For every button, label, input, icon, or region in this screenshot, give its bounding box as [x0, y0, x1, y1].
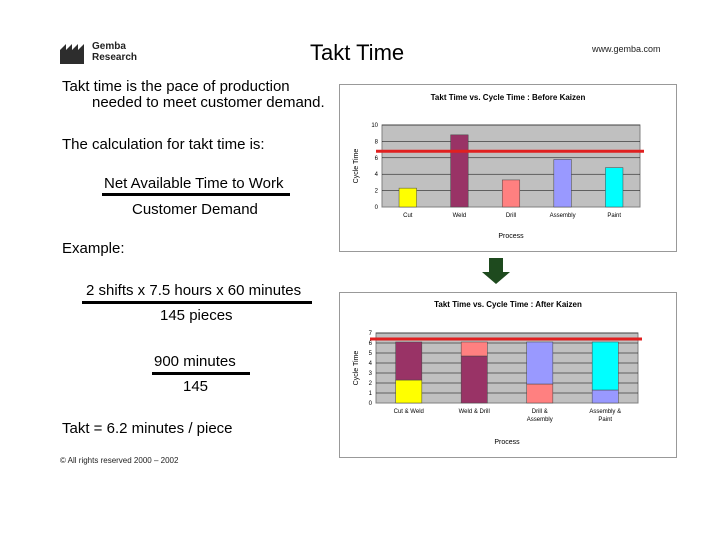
- bar-segment: [460, 341, 488, 357]
- x-tick-label: Assembly & Paint: [589, 409, 621, 423]
- y-tick-label: 3: [369, 371, 373, 377]
- chart-after-kaizen: Takt Time vs. Cycle Time : After Kaizen 0…: [339, 292, 677, 458]
- copyright: © All rights reserved 2000 – 2002: [60, 456, 179, 465]
- bar: [501, 179, 521, 208]
- x-tick-label: Weld: [453, 213, 467, 219]
- bar: [553, 159, 572, 208]
- website-url[interactable]: www.gemba.com: [592, 44, 661, 54]
- y-tick-label: 0: [375, 205, 379, 211]
- logo-line1: Gemba: [92, 41, 126, 52]
- y-tick-label: 10: [371, 123, 378, 129]
- bar-segment: [591, 389, 619, 404]
- y-tick-label: 0: [369, 401, 373, 407]
- x-tick-label: Cut: [403, 213, 413, 219]
- definition-line1: Takt time is the pace of production: [62, 78, 290, 95]
- y-tick-label: 8: [375, 139, 379, 145]
- bar-segment: [591, 341, 619, 391]
- x-axis-label: Process: [498, 233, 524, 240]
- bar: [398, 187, 417, 208]
- x-tick-label: Paint: [607, 213, 621, 219]
- x-tick-label: Drill & Assembly: [527, 409, 553, 423]
- page-title: Takt Time: [310, 40, 405, 65]
- formula-denominator: Customer Demand: [132, 201, 258, 218]
- takt-result: Takt = 6.2 minutes / piece: [62, 420, 233, 437]
- y-axis-label: Cycle Time: [353, 149, 360, 184]
- bar: [450, 134, 469, 208]
- bar-segment: [395, 379, 423, 404]
- x-tick-label: Weld & Drill: [459, 409, 490, 415]
- simplified-denominator: 145: [183, 378, 209, 395]
- example-numerator: 2 shifts x 7.5 hours x 60 minutes: [86, 282, 302, 299]
- y-tick-label: 4: [369, 361, 373, 367]
- example-divider: [82, 301, 312, 304]
- example-label: Example:: [62, 240, 125, 257]
- y-tick-label: 6: [375, 156, 379, 162]
- y-tick-label: 6: [369, 341, 373, 347]
- bar-segment: [526, 341, 554, 385]
- bar-segment: [395, 341, 423, 381]
- chart-after-svg: Takt Time vs. Cycle Time : After Kaizen 0…: [353, 300, 642, 446]
- calc-intro: The calculation for takt time is:: [62, 136, 265, 153]
- simplified-numerator: 900 minutes: [154, 353, 236, 370]
- y-tick-label: 2: [375, 189, 379, 195]
- chart-before-kaizen: Takt Time vs. Cycle Time : Before Kaizen…: [339, 84, 677, 252]
- example-denominator: 145 pieces: [160, 307, 233, 324]
- factory-icon: [60, 44, 84, 64]
- x-tick-label: Cut & Weld: [394, 409, 424, 415]
- bar-segment: [526, 383, 554, 404]
- chart-title: Takt Time vs. Cycle Time : Before Kaizen: [431, 93, 586, 102]
- y-tick-label: 4: [375, 172, 379, 178]
- formula-numerator: Net Available Time to Work: [104, 175, 284, 192]
- bar-segment: [460, 355, 488, 404]
- simplified-divider: [152, 372, 250, 375]
- x-axis-label: Process: [494, 439, 520, 446]
- logo-text: Gemba Research: [92, 41, 137, 63]
- down-arrow-icon: [482, 258, 510, 284]
- y-tick-label: 7: [369, 331, 373, 337]
- definition-line2: needed to meet customer demand.: [92, 94, 325, 111]
- y-tick-label: 2: [369, 381, 373, 387]
- chart-title: Takt Time vs. Cycle Time : After Kaizen: [434, 300, 582, 309]
- x-tick-label: Assembly: [550, 213, 576, 219]
- formula-divider: [102, 193, 290, 196]
- y-tick-label: 1: [369, 391, 373, 397]
- logo-line2: Research: [92, 52, 138, 63]
- x-tick-label: Drill: [506, 213, 516, 219]
- y-tick-label: 5: [369, 351, 373, 357]
- gemba-logo: [60, 42, 160, 66]
- bar: [605, 167, 624, 208]
- y-axis-label: Cycle Time: [353, 351, 360, 386]
- chart-before-svg: Takt Time vs. Cycle Time : Before Kaizen…: [353, 93, 644, 240]
